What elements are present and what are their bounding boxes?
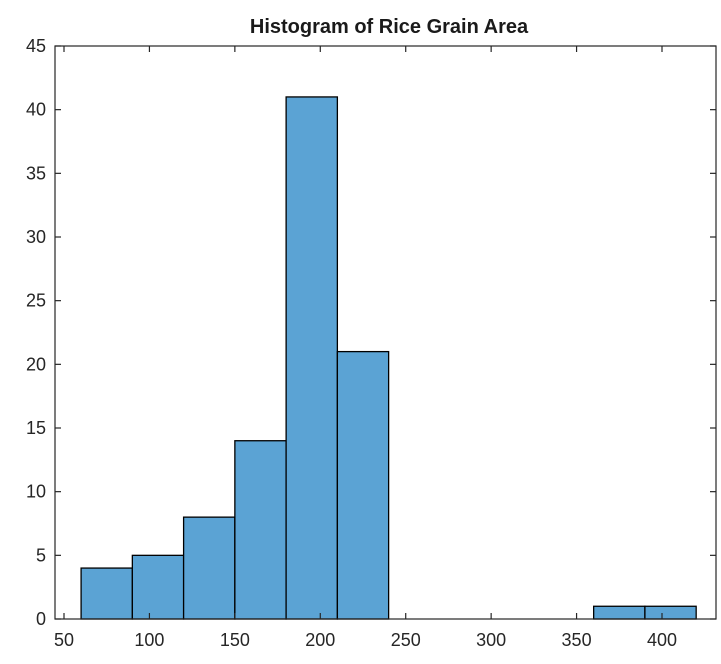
x-tick-label: 250 xyxy=(391,630,421,650)
y-tick-label: 25 xyxy=(26,291,46,311)
y-tick-label: 10 xyxy=(26,482,46,502)
x-axis: 50 100 150 200 250 300 350 400 xyxy=(54,46,677,650)
x-tick-label: 350 xyxy=(562,630,592,650)
histogram-bar xyxy=(182,516,236,620)
histogram-bar xyxy=(131,554,185,620)
y-tick-label: 20 xyxy=(26,354,46,374)
y-tick-label: 40 xyxy=(26,100,46,120)
x-tick-label: 200 xyxy=(305,630,335,650)
y-tick-label: 45 xyxy=(26,36,46,56)
x-tick-label: 150 xyxy=(220,630,250,650)
y-tick-label: 5 xyxy=(36,545,46,565)
y-tick-label: 0 xyxy=(36,609,46,629)
y-axis: 0 5 10 15 20 25 30 35 40 45 xyxy=(26,36,716,629)
x-tick-label: 50 xyxy=(54,630,74,650)
histogram-bar xyxy=(336,350,390,620)
plot-box xyxy=(54,45,717,620)
histogram-bar xyxy=(80,567,133,620)
x-tick-label: 100 xyxy=(134,630,164,650)
histogram-bar xyxy=(644,605,697,620)
histogram-bar xyxy=(234,440,287,620)
histogram-bar xyxy=(593,605,646,620)
y-tick-label: 15 xyxy=(26,418,46,438)
y-tick-label: 35 xyxy=(26,163,46,183)
y-tick-label: 30 xyxy=(26,227,46,247)
chart-title: Histogram of Rice Grain Area xyxy=(250,16,529,38)
bars-group xyxy=(80,96,697,620)
histogram-bar xyxy=(285,96,339,620)
x-tick-label: 400 xyxy=(647,630,677,650)
x-tick-label: 300 xyxy=(476,630,506,650)
